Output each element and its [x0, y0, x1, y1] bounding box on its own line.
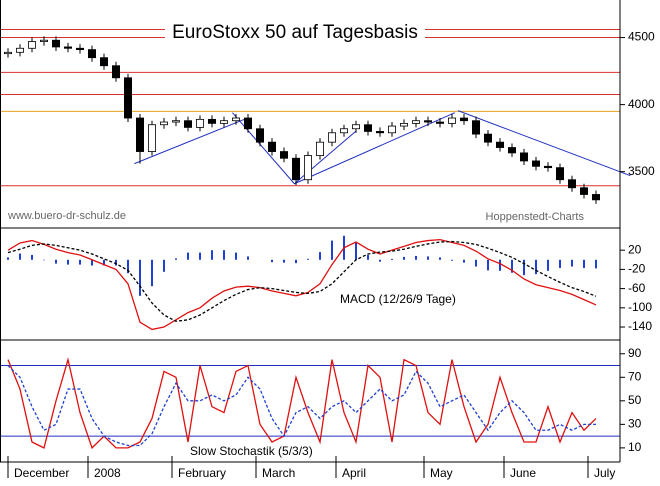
candle-body [507, 147, 516, 154]
candle-body [375, 131, 384, 134]
candle-body [183, 120, 192, 128]
trend-line [134, 118, 247, 165]
candle-body [568, 179, 577, 189]
candle-body [219, 120, 228, 124]
y-tick-label: 4000 [628, 97, 655, 111]
y-tick-label: 20 [628, 242, 642, 256]
candle-body [363, 124, 372, 132]
candle-body [592, 194, 601, 201]
trend-line [232, 112, 295, 185]
panel-label: Slow Stochastik (5/3/3) [190, 444, 313, 458]
y-tick-label: 30 [628, 417, 642, 431]
y-tick-label: 70 [628, 369, 642, 383]
candle-body [291, 157, 300, 181]
series-line [7, 357, 597, 450]
x-tick-label: May [430, 466, 453, 480]
x-tick-label: April [342, 466, 366, 480]
candle-body [447, 117, 456, 124]
candle-body [495, 141, 504, 148]
chart-title: EuroStoxx 50 auf Tagesbasis [172, 22, 418, 43]
y-tick-label: 50 [628, 393, 642, 407]
candle-body [171, 120, 180, 123]
candle-body [279, 151, 288, 159]
x-tick-label: July [594, 466, 615, 480]
candle-body [255, 128, 264, 143]
candle-body [580, 187, 589, 195]
credit-label: Hoppenstedt-Charts [486, 211, 585, 223]
trend-line [457, 110, 631, 177]
candle-body [195, 118, 204, 128]
source-label: www.buero-dr-schulz.de [7, 210, 126, 222]
y-tick-label: 90 [628, 346, 642, 360]
x-tick-label: December [14, 466, 69, 480]
candle-body [411, 120, 420, 124]
y-tick-label: 4500 [628, 30, 655, 44]
y-tick-label: 3500 [628, 164, 655, 178]
candle-body [532, 160, 541, 167]
candle-body [4, 51, 12, 55]
candle-body [556, 167, 565, 181]
candle-body [243, 117, 252, 130]
panel-label: MACD (12/26/9 Tage) [340, 292, 456, 306]
x-tick-label: 2008 [94, 466, 121, 480]
candle-body [520, 152, 529, 162]
series-line [7, 238, 597, 331]
candle-body [339, 128, 348, 134]
candle-body [100, 57, 109, 67]
candle-body [351, 124, 360, 130]
candle-body [459, 117, 468, 122]
series-line [7, 365, 596, 447]
candle-body [15, 47, 24, 53]
x-tick-label: June [510, 466, 536, 480]
candle-body [159, 121, 168, 126]
candle-body [40, 39, 49, 42]
candle-body [88, 49, 97, 59]
y-tick-label: 10 [628, 440, 642, 454]
y-tick-label: -140 [628, 319, 652, 333]
y-tick-label: -20 [628, 262, 646, 276]
candle-body [124, 77, 133, 119]
candle-body [303, 155, 312, 181]
candle-body [423, 120, 432, 123]
candle-body [52, 39, 61, 48]
candle-body [147, 124, 156, 152]
candle-body [64, 46, 73, 49]
candle-body [76, 47, 85, 51]
candle-body [135, 117, 144, 152]
y-tick-label: -100 [628, 300, 652, 314]
candle-body [267, 141, 276, 152]
title-backdrop [165, 20, 425, 46]
candle-body [387, 125, 396, 134]
candle-body [207, 118, 216, 124]
y-tick-label: -60 [628, 281, 646, 295]
candle-body [435, 121, 444, 124]
candle-body [471, 120, 480, 135]
candle-body [315, 141, 324, 156]
candle-body [483, 133, 492, 143]
candle-body [112, 65, 121, 79]
candle-body [327, 132, 336, 143]
x-tick-label: February [178, 466, 226, 480]
candle-body [27, 41, 36, 49]
series-line [7, 240, 597, 322]
candle-body [544, 165, 553, 169]
candle-body [231, 117, 240, 122]
candle-body [399, 122, 408, 127]
x-tick-label: March [262, 466, 295, 480]
